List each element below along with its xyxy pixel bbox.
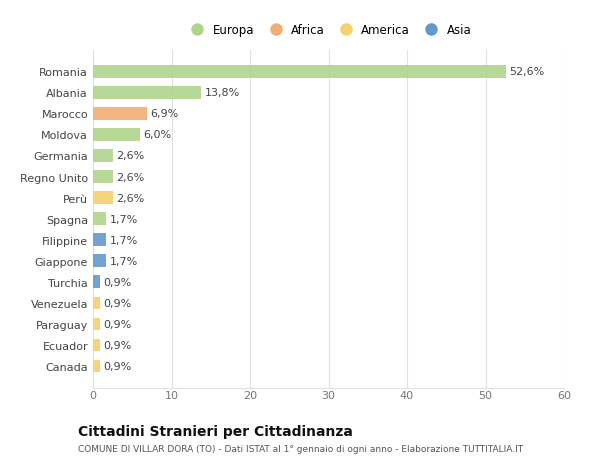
Text: 2,6%: 2,6% xyxy=(116,172,145,182)
Text: 2,6%: 2,6% xyxy=(116,193,145,203)
Text: 0,9%: 0,9% xyxy=(103,298,131,308)
Bar xyxy=(93,360,100,373)
Bar xyxy=(93,150,113,162)
Legend: Europa, Africa, America, Asia: Europa, Africa, America, Asia xyxy=(181,19,476,42)
Bar xyxy=(93,87,202,100)
Text: Cittadini Stranieri per Cittadinanza: Cittadini Stranieri per Cittadinanza xyxy=(78,425,353,438)
Bar xyxy=(93,276,100,289)
Text: 2,6%: 2,6% xyxy=(116,151,145,161)
Bar xyxy=(93,234,106,246)
Text: 0,9%: 0,9% xyxy=(103,340,131,350)
Text: 6,9%: 6,9% xyxy=(151,109,179,119)
Bar xyxy=(93,129,140,141)
Text: 52,6%: 52,6% xyxy=(509,67,544,77)
Text: 0,9%: 0,9% xyxy=(103,277,131,287)
Text: 0,9%: 0,9% xyxy=(103,361,131,371)
Bar xyxy=(93,171,113,184)
Text: 1,7%: 1,7% xyxy=(109,256,138,266)
Text: 13,8%: 13,8% xyxy=(205,88,240,98)
Text: 1,7%: 1,7% xyxy=(109,235,138,245)
Text: 0,9%: 0,9% xyxy=(103,319,131,329)
Bar xyxy=(93,318,100,330)
Bar xyxy=(93,66,506,78)
Bar xyxy=(93,339,100,352)
Bar xyxy=(93,213,106,225)
Text: COMUNE DI VILLAR DORA (TO) - Dati ISTAT al 1° gennaio di ogni anno - Elaborazion: COMUNE DI VILLAR DORA (TO) - Dati ISTAT … xyxy=(78,444,523,453)
Bar xyxy=(93,108,147,120)
Text: 1,7%: 1,7% xyxy=(109,214,138,224)
Bar xyxy=(93,192,113,204)
Bar xyxy=(93,297,100,309)
Bar xyxy=(93,255,106,268)
Text: 6,0%: 6,0% xyxy=(143,130,172,140)
